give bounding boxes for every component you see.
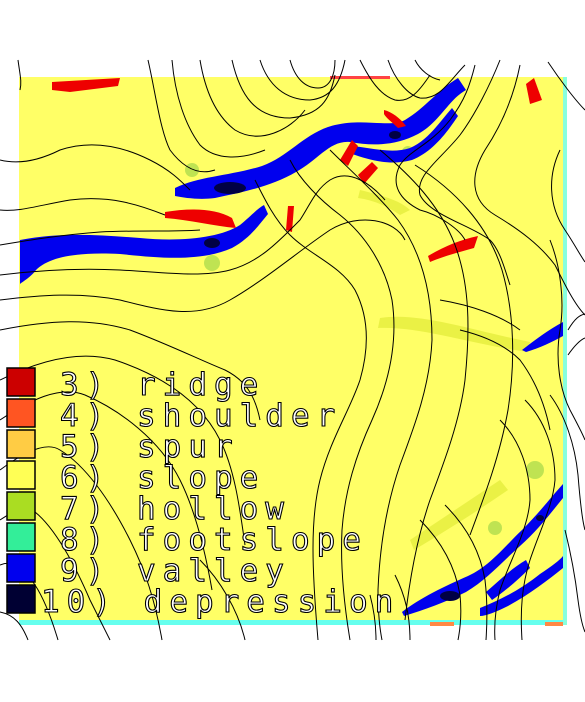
right-edge-strip xyxy=(563,77,567,625)
legend-item-ridge: 3) ridge xyxy=(6,366,265,404)
legend-label-shoulder: 4) shoulder xyxy=(60,398,342,434)
depressions xyxy=(204,131,544,601)
valley-upper-branch xyxy=(352,108,458,163)
legend-swatch-slope xyxy=(6,460,36,490)
legend-swatch-depression xyxy=(6,584,36,614)
legend-item-shoulder: 4) shoulder xyxy=(6,397,342,435)
valley-middle xyxy=(20,205,268,284)
legend-label-hollow: 7) hollow xyxy=(60,491,291,527)
legend-swatch-valley xyxy=(6,553,36,583)
ridges xyxy=(52,78,542,262)
ridge-edge-mark xyxy=(330,76,390,79)
legend-swatch-shoulder xyxy=(6,398,36,428)
legend-item-footslope: 8) footslope xyxy=(6,521,368,559)
legend-label-footslope: 8) footslope xyxy=(60,522,368,558)
valley-right xyxy=(522,322,563,352)
legend-swatch-hollow xyxy=(6,491,36,521)
legend-swatch-footslope xyxy=(6,522,36,552)
legend-item-slope: 6) slope xyxy=(6,459,265,497)
legend-label-valley: 9) valley xyxy=(60,553,291,589)
valley-upper xyxy=(175,78,466,199)
valley-southeast-spur xyxy=(480,556,563,616)
contour-lines xyxy=(0,59,585,641)
legend-item-hollow: 7) hollow xyxy=(6,490,291,528)
legend-swatch-ridge xyxy=(6,367,36,397)
legend-label-depression: 10) depression xyxy=(41,584,400,620)
legend-item-valley: 9) valley xyxy=(6,552,291,590)
legend-item-depression: 10) depression xyxy=(6,583,400,621)
shoulder-edge-mark-2 xyxy=(545,622,563,626)
bottom-edge-strip xyxy=(19,620,567,625)
legend-label-ridge: 3) ridge xyxy=(60,367,265,403)
legend: 3) ridge 4) shoulder 5) spur 6) slope 7)… xyxy=(6,366,400,621)
legend-swatch-spur xyxy=(6,429,36,459)
valley-network xyxy=(20,78,563,616)
legend-label-slope: 6) slope xyxy=(60,460,265,496)
valley-southeast xyxy=(402,484,563,616)
valley-southeast-branch xyxy=(486,560,530,600)
shoulder-edge-mark xyxy=(430,622,454,626)
legend-label-spur: 5) spur xyxy=(60,429,240,465)
legend-item-spur: 5) spur xyxy=(6,428,240,466)
